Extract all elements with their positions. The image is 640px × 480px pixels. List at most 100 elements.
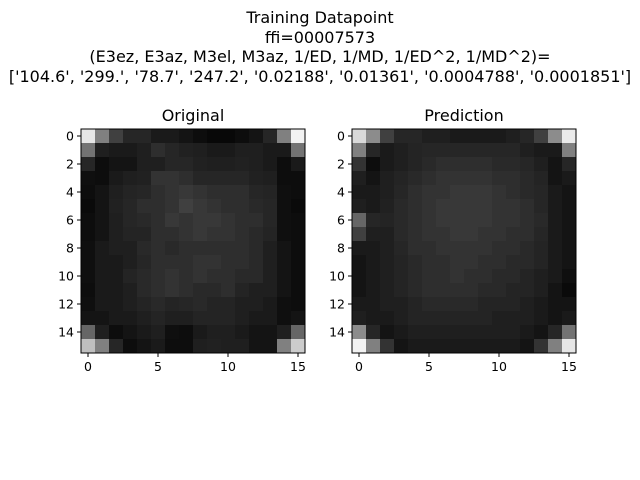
heatmap-cell [291, 213, 306, 228]
heatmap-cell [394, 269, 409, 284]
heatmap-cell [506, 311, 521, 326]
y-tick-label: 0 [66, 129, 74, 144]
heatmap-cell [263, 157, 278, 172]
heatmap-cell [380, 227, 395, 242]
heatmap-cell [548, 255, 563, 270]
heatmap-cell [165, 199, 180, 214]
heatmap-cell [123, 339, 138, 354]
heatmap-cell [380, 129, 395, 144]
heatmap-cell [123, 213, 138, 228]
heatmap-cell [408, 325, 423, 340]
heatmap-cell [249, 241, 264, 256]
heatmap-cell [422, 241, 437, 256]
heatmap-cell [109, 339, 124, 354]
heatmap-cell [235, 199, 250, 214]
heatmap-cell [352, 213, 367, 228]
heatmap-cell [109, 255, 124, 270]
heatmap-cell [291, 157, 306, 172]
heatmap-cell [95, 185, 110, 200]
heatmap-cell [207, 129, 222, 144]
heatmap-cell [151, 213, 166, 228]
heatmap-cell [520, 171, 535, 186]
heatmap-cell [520, 129, 535, 144]
heatmap-cell [380, 339, 395, 354]
heatmap-cell [520, 255, 535, 270]
heatmap-cell [277, 227, 292, 242]
heatmap-cell [478, 255, 493, 270]
heatmap-cell [352, 157, 367, 172]
heatmap-cell [221, 241, 236, 256]
heatmap-cell [81, 143, 96, 158]
heatmap-cell [207, 255, 222, 270]
heatmap-cell [263, 241, 278, 256]
heatmap-cell [123, 227, 138, 242]
heatmap-cell [109, 227, 124, 242]
heatmap-cell [179, 129, 194, 144]
heatmap-cell [277, 157, 292, 172]
heatmap-cell [380, 297, 395, 312]
axes-frame [80, 128, 306, 354]
heatmap-cell [235, 311, 250, 326]
heatmap-cell [366, 199, 381, 214]
heatmap-cell [249, 339, 264, 354]
heatmap-cell [478, 199, 493, 214]
heatmap-cell [81, 325, 96, 340]
heatmap-cell [249, 157, 264, 172]
heatmap-cell [394, 311, 409, 326]
heatmap-cell [408, 185, 423, 200]
heatmap-cell [263, 339, 278, 354]
heatmap-cell [109, 199, 124, 214]
heatmap-cell [422, 325, 437, 340]
heatmap-cell [109, 157, 124, 172]
heatmap-cell [506, 199, 521, 214]
heatmap-cell [179, 325, 194, 340]
heatmap-cell [235, 185, 250, 200]
heatmap-cell [506, 227, 521, 242]
suptitle-line-4: ['104.6', '299.', '78.7', '247.2', '0.02… [8, 66, 632, 86]
heatmap-cell [277, 143, 292, 158]
heatmap-cell [137, 199, 152, 214]
heatmap-cell [179, 339, 194, 354]
heatmap-cell [366, 311, 381, 326]
heatmap-cell [81, 129, 96, 144]
heatmap-cell [179, 185, 194, 200]
heatmap-cell [422, 269, 437, 284]
heatmap-cell [95, 171, 110, 186]
heatmap-cell [450, 213, 465, 228]
heatmap-cell [109, 297, 124, 312]
heatmap-cell [95, 325, 110, 340]
heatmap-cell [123, 185, 138, 200]
heatmap-cell [221, 213, 236, 228]
heatmap-cell [534, 283, 549, 298]
heatmap-cell [165, 311, 180, 326]
heatmap-cell [193, 241, 208, 256]
heatmap-cell [263, 129, 278, 144]
heatmap-cell [436, 199, 451, 214]
heatmap-cell [492, 143, 507, 158]
heatmap-cell [352, 185, 367, 200]
heatmap-cell [151, 297, 166, 312]
heatmap-cell [151, 171, 166, 186]
heatmap-cell [408, 241, 423, 256]
heatmap-cell [492, 199, 507, 214]
heatmap-cell [235, 227, 250, 242]
heatmap-cell [109, 185, 124, 200]
heatmap-cell [165, 297, 180, 312]
heatmap-cell [562, 339, 577, 354]
heatmap-cell [478, 185, 493, 200]
heatmap-cell [179, 269, 194, 284]
heatmap-cell [235, 297, 250, 312]
heatmap-cell [109, 241, 124, 256]
panel-title: Prediction [424, 106, 503, 125]
heatmap-cell [207, 297, 222, 312]
heatmap-cell [207, 171, 222, 186]
heatmap-cell [235, 143, 250, 158]
heatmap-cells [81, 129, 306, 354]
heatmap-cell [123, 255, 138, 270]
y-tick-label: 12 [58, 297, 74, 312]
heatmap-cell [151, 311, 166, 326]
heatmap-cell [394, 255, 409, 270]
heatmap-cell [534, 199, 549, 214]
heatmap-cell [366, 157, 381, 172]
suptitle-line-3: (E3ez, E3az, M3el, M3az, 1/ED, 1/MD, 1/E… [89, 47, 551, 66]
